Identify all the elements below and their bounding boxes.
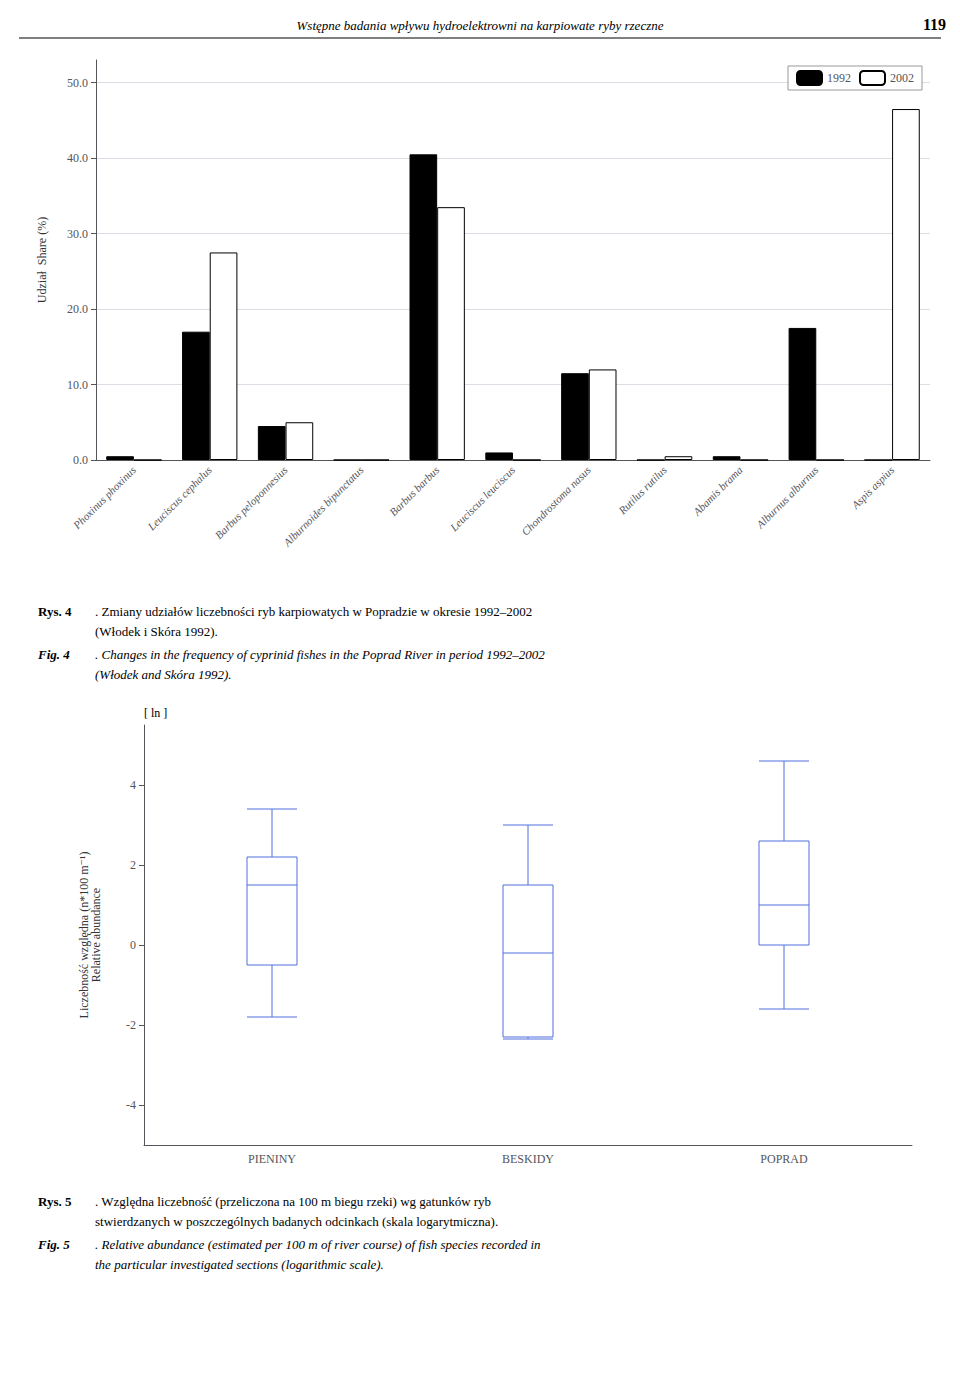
svg-text:Udział Share (%): Udział Share (%) — [35, 217, 49, 303]
svg-text:50.0: 50.0 — [67, 76, 88, 90]
svg-text:40.0: 40.0 — [67, 151, 88, 165]
svg-text:Abamis brama: Abamis brama — [690, 463, 745, 518]
svg-text:Rutilus rutilus: Rutilus rutilus — [615, 464, 668, 517]
svg-text:Fig. 4: Fig. 4 — [37, 647, 70, 662]
svg-text:PIENINY: PIENINY — [248, 1152, 296, 1166]
svg-text:Wstępne badania wpływu hydroel: Wstępne badania wpływu hydroelektrowni n… — [297, 18, 664, 33]
svg-text:1992: 1992 — [827, 71, 851, 85]
svg-text:Liczebność względna (n*100 m⁻¹: Liczebność względna (n*100 m⁻¹) — [77, 851, 91, 1019]
svg-text:. Zmiany udziałów liczebności: . Zmiany udziałów liczebności ryb karpio… — [95, 604, 532, 619]
svg-text:4: 4 — [130, 778, 136, 792]
svg-text:119: 119 — [923, 16, 946, 33]
svg-text:. Względna liczebność (przelic: . Względna liczebność (przeliczona na 10… — [95, 1194, 491, 1209]
svg-text:2002: 2002 — [890, 71, 914, 85]
svg-text:Phoxinus phoxinus: Phoxinus phoxinus — [70, 464, 138, 532]
svg-text:Chondrostoma nasus: Chondrostoma nasus — [519, 464, 593, 538]
svg-text:0: 0 — [130, 938, 136, 952]
svg-text:(Włodek and Skóra 1992).: (Włodek and Skóra 1992). — [95, 667, 231, 682]
svg-text:. Relative abundance (estimate: . Relative abundance (estimated per 100 … — [95, 1237, 541, 1252]
svg-text:0.0: 0.0 — [73, 453, 88, 467]
svg-text:Barbus barbus: Barbus barbus — [387, 464, 441, 518]
svg-text:(Włodek i Skóra 1992).: (Włodek i Skóra 1992). — [95, 624, 218, 639]
svg-text:[ ln ]: [ ln ] — [144, 706, 167, 720]
svg-text:Leuciscus cephalus: Leuciscus cephalus — [145, 464, 214, 533]
svg-text:30.0: 30.0 — [67, 227, 88, 241]
svg-text:-2: -2 — [126, 1018, 136, 1032]
svg-text:Rys. 4: Rys. 4 — [38, 604, 72, 619]
svg-text:Alburnoides bipunctatus: Alburnoides bipunctatus — [280, 464, 365, 549]
svg-text:-4: -4 — [126, 1098, 136, 1112]
svg-text:Alburnus alburnus: Alburnus alburnus — [753, 464, 820, 531]
svg-text:Fig. 5: Fig. 5 — [37, 1237, 70, 1252]
svg-text:Aspis aspius: Aspis aspius — [849, 464, 897, 512]
svg-text:20.0: 20.0 — [67, 302, 88, 316]
svg-text:POPRAD: POPRAD — [760, 1152, 808, 1166]
svg-text:BESKIDY: BESKIDY — [502, 1152, 554, 1166]
svg-text:Rys. 5: Rys. 5 — [38, 1194, 72, 1209]
svg-text:Leuciscus leuciscus: Leuciscus leuciscus — [447, 464, 517, 534]
svg-text:the particular investigated se: the particular investigated sections (lo… — [95, 1257, 384, 1272]
svg-text:Barbus peloponnesius: Barbus peloponnesius — [212, 464, 289, 541]
svg-text:Relative abundance: Relative abundance — [89, 888, 103, 982]
svg-text:2: 2 — [130, 858, 136, 872]
svg-text:10.0: 10.0 — [67, 378, 88, 392]
svg-text:stwierdzanych w poszczególnych: stwierdzanych w poszczególnych badanych … — [95, 1214, 498, 1229]
svg-text:. Changes in the frequency of: . Changes in the frequency of cyprinid f… — [95, 647, 545, 662]
